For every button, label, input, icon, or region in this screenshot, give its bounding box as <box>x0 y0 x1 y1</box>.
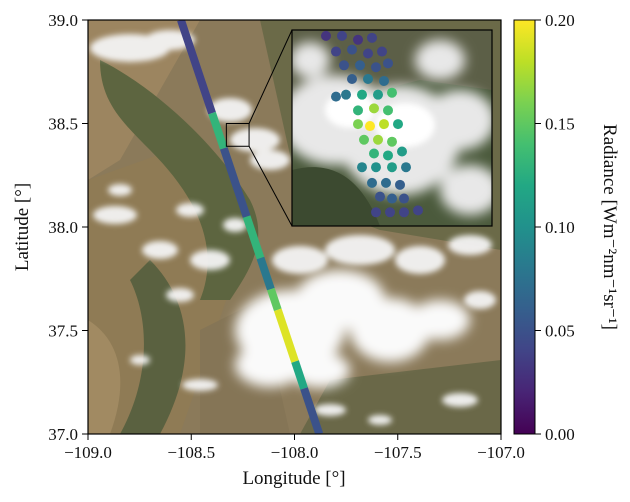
inset-point <box>375 191 385 202</box>
zoom-connector <box>248 29 293 124</box>
inset-point <box>379 119 389 130</box>
inset-point <box>397 146 407 157</box>
inset-point <box>383 58 393 69</box>
inset-point <box>353 105 363 116</box>
inset-point <box>395 179 405 190</box>
inset-point <box>347 74 357 84</box>
inset-point <box>377 46 387 57</box>
colorbar-tick-label: 0.20 <box>545 11 575 30</box>
inset-point <box>331 91 341 102</box>
inset-point <box>387 87 397 98</box>
inset-point <box>399 207 409 218</box>
inset-points <box>321 30 423 218</box>
colorbar-title: Radiance [Wm⁻²nm⁻¹sr⁻¹] <box>599 124 620 330</box>
zoom-connector <box>248 146 293 227</box>
inset-point <box>401 162 411 173</box>
inset-point <box>321 30 331 41</box>
inset-point <box>367 32 377 43</box>
inset-point <box>387 162 397 173</box>
y-tick-label: 37.5 <box>48 322 78 341</box>
y-axis: 37.0 37.5 38.0 38.5 39.0 <box>48 11 88 444</box>
swath-segment <box>242 215 265 260</box>
swath-segment <box>208 111 228 150</box>
swath-segment <box>267 287 282 312</box>
inset-point <box>363 74 373 84</box>
y-tick-label: 37.0 <box>48 425 78 444</box>
colorbar-tick-label: 0.05 <box>545 322 575 341</box>
y-tick-label: 38.5 <box>48 115 78 134</box>
colorbar-tick-label: 0.15 <box>545 115 575 134</box>
inset-point <box>385 207 395 218</box>
y-axis-title: Latitude [°] <box>12 183 33 271</box>
inset-point <box>347 44 357 55</box>
inset-point <box>393 119 403 130</box>
swath-segment <box>291 360 308 390</box>
colorbar-tick-label: 0.00 <box>545 425 575 444</box>
inset-point <box>357 162 367 173</box>
swath-track <box>177 20 324 434</box>
inset-point <box>387 136 397 147</box>
inset-point <box>381 177 391 188</box>
inset-point <box>357 89 367 100</box>
inset-frame <box>291 29 493 227</box>
y-tick-label: 38.0 <box>48 218 78 237</box>
zoom-box <box>225 29 293 227</box>
inset-point <box>355 60 365 71</box>
inset-point <box>363 48 373 59</box>
inset-point <box>369 103 379 114</box>
inset-point <box>359 134 369 145</box>
inset-point <box>369 148 379 159</box>
inset-point <box>387 193 397 204</box>
inset-point <box>371 207 381 218</box>
colorbar-tick-label: 0.10 <box>545 218 575 237</box>
swath-segment <box>220 147 251 218</box>
inset-point <box>367 177 377 188</box>
inset-point <box>371 162 381 173</box>
inset-point <box>331 46 341 57</box>
inset-point <box>371 62 381 73</box>
inset-point <box>379 75 389 86</box>
swath-segment <box>273 308 299 363</box>
x-tick-label: −109.0 <box>64 443 112 462</box>
x-tick-label: −108.5 <box>167 443 215 462</box>
inset-point <box>337 30 347 41</box>
zoom-rect <box>225 123 250 147</box>
inset-point <box>341 89 351 100</box>
x-tick-label: −107.5 <box>374 443 422 462</box>
inset-point <box>373 89 383 100</box>
swath-segment <box>177 20 216 115</box>
inset-point <box>339 60 349 71</box>
colorbar: 0.00 0.05 0.10 0.15 0.20 Radiance [Wm⁻²nm⁻¹s… <box>513 11 620 444</box>
x-tick-label: −108.0 <box>271 443 319 462</box>
x-tick-label: −107.0 <box>477 443 525 462</box>
inset-point <box>413 205 423 216</box>
inset-map <box>291 29 493 227</box>
swath-segment <box>300 387 324 434</box>
inset-point <box>399 193 409 204</box>
swath-segment <box>256 256 275 291</box>
inset-point <box>373 134 383 145</box>
x-axis-title: Longitude [°] <box>242 468 345 489</box>
inset-point <box>353 119 363 130</box>
x-axis: −109.0 −108.5 −108.0 −107.5 −107.0 <box>64 434 525 462</box>
colorbar-ticks: 0.00 0.05 0.10 0.15 0.20 <box>535 11 575 444</box>
inset-point <box>365 121 375 132</box>
inset-point <box>353 34 363 45</box>
inset-point <box>383 105 393 116</box>
y-tick-label: 39.0 <box>48 11 78 30</box>
colorbar-gradient <box>513 19 536 435</box>
inset-point <box>383 150 393 161</box>
